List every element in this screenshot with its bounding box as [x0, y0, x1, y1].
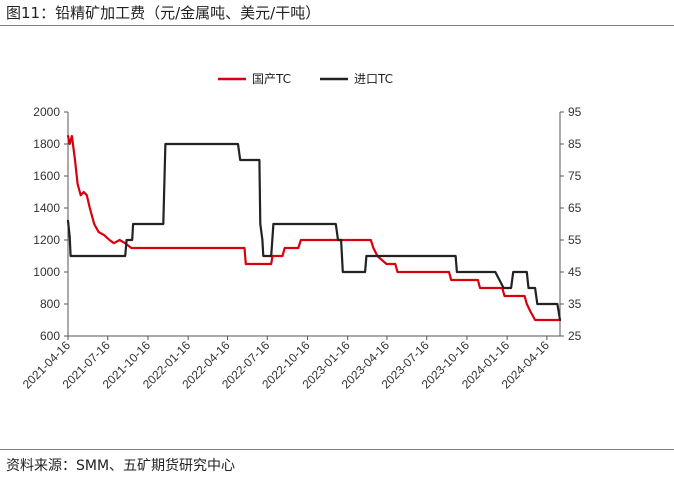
legend: 国产TC 进口TC [218, 72, 393, 86]
y-left-tick-label: 1400 [33, 201, 60, 215]
y-left-tick-label: 600 [40, 329, 60, 343]
legend-label-1: 进口TC [354, 72, 393, 86]
y-left-tick-label: 1000 [33, 265, 60, 279]
y-right-tick-label: 25 [568, 329, 582, 343]
y-right-tick-label: 65 [568, 201, 582, 215]
series-lines [66, 134, 562, 322]
y-right-tick-label: 75 [568, 169, 582, 183]
axes: 600 800 1000 1200 1400 1600 1800 2000 25 35 45 55 65… [20, 105, 582, 392]
chart-canvas: 国产TC 进口TC 600 800 1000 1200 1400 1600 1800 2000 2… [20, 72, 582, 392]
y-right-tick-label: 45 [568, 265, 582, 279]
legend-label-0: 国产TC [252, 72, 291, 86]
y-right-tick-label: 95 [568, 105, 582, 119]
series-line-domestic-tc [66, 134, 562, 322]
y-left-tick-label: 2000 [33, 105, 60, 119]
figure-title: 图11：铅精矿加工费（元/金属吨、美元/干吨） [6, 4, 321, 22]
y-right-tick-label: 85 [568, 137, 582, 151]
top-rule [0, 25, 674, 26]
y-left-tick-label: 800 [40, 297, 60, 311]
bottom-rule [0, 449, 674, 450]
y-right-tick-label: 35 [568, 297, 582, 311]
y-left-tick-label: 1200 [33, 233, 60, 247]
y-left-tick-label: 1800 [33, 137, 60, 151]
y-right-tick-label: 55 [568, 233, 582, 247]
series-line-import-tc [66, 142, 562, 322]
source-note: 资料来源：SMM、五矿期货研究中心 [6, 458, 236, 474]
y-left-tick-label: 1600 [33, 169, 60, 183]
